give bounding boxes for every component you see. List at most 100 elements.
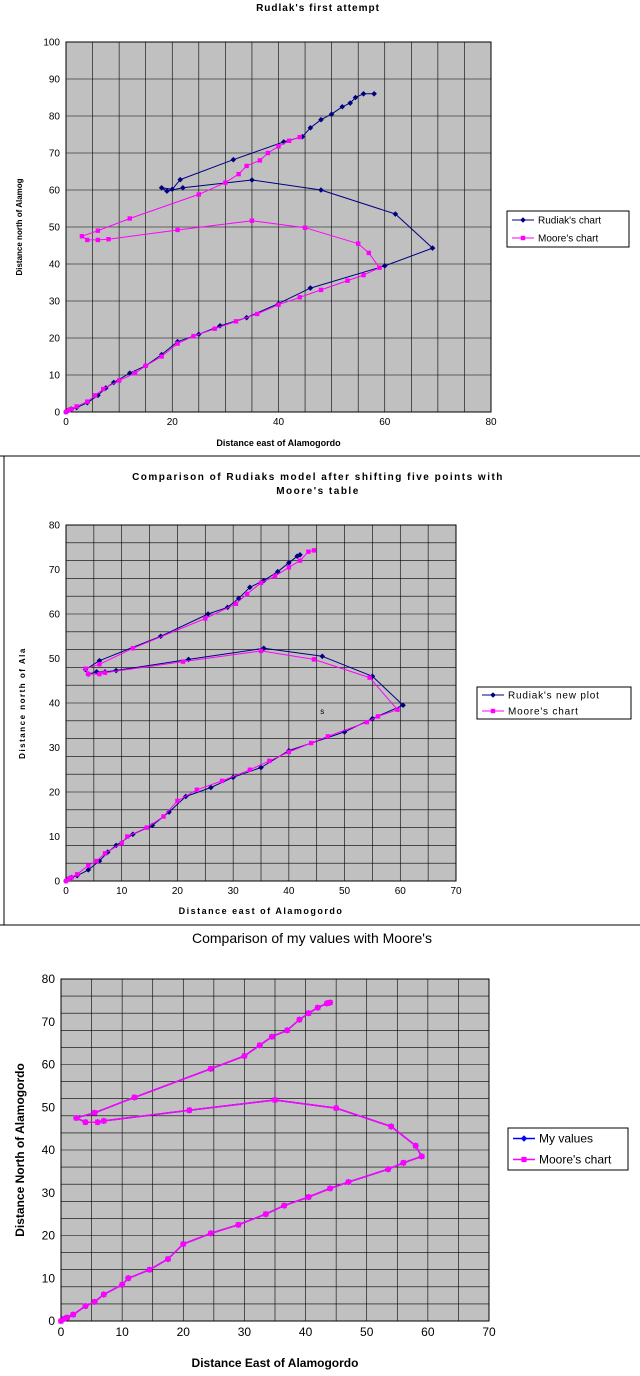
data-point <box>258 580 264 586</box>
data-point <box>203 616 208 621</box>
y-tick-label: 40 <box>49 699 61 710</box>
data-point <box>235 1222 241 1228</box>
data-point <box>258 764 264 771</box>
data-point <box>276 302 281 307</box>
data-point <box>95 237 101 243</box>
data-point <box>324 1000 330 1006</box>
data-point <box>244 591 250 597</box>
data-point <box>208 1066 214 1072</box>
data-point <box>143 363 148 368</box>
data-point <box>392 211 399 217</box>
data-point <box>247 767 253 772</box>
y-tick-label: 50 <box>49 654 61 665</box>
data-point <box>230 156 237 163</box>
x-tick-label: 30 <box>228 886 240 897</box>
x-tick-label: 70 <box>450 886 462 897</box>
data-point <box>185 656 192 663</box>
data-point <box>205 611 211 617</box>
data-point <box>86 863 91 868</box>
data-point <box>106 237 111 242</box>
data-point <box>306 549 311 554</box>
data-point <box>247 584 253 591</box>
data-point <box>111 379 117 386</box>
legend-marker <box>521 1156 527 1163</box>
data-point <box>272 1097 278 1103</box>
data-point <box>63 409 69 415</box>
data-point <box>130 646 136 651</box>
y-axis-label: Distance north of Alamog <box>15 178 24 275</box>
y-tick-label: 50 <box>49 223 61 234</box>
legend: My values Moore's chart <box>507 1127 629 1171</box>
x-tick-label: 20 <box>167 417 179 428</box>
data-point <box>413 1143 419 1149</box>
data-point <box>157 633 164 640</box>
data-point <box>315 1005 321 1011</box>
data-point <box>194 787 200 792</box>
data-point <box>276 144 281 149</box>
data-point <box>180 1241 186 1247</box>
x-tick-label: 60 <box>395 886 407 897</box>
y-tick-label: 10 <box>42 1271 56 1285</box>
data-point <box>116 378 122 383</box>
x-tick-label: 70 <box>482 1325 496 1339</box>
chart-title: Comparison of Rudiaks model after shifti… <box>132 472 504 497</box>
chart-title-line: Moore's table <box>276 486 360 497</box>
data-point <box>361 272 366 278</box>
data-point <box>159 354 164 359</box>
data-point <box>144 825 149 830</box>
x-tick-label: 0 <box>63 886 69 897</box>
data-point <box>102 670 108 675</box>
data-point <box>166 809 172 815</box>
x-tick-label: 20 <box>172 886 184 897</box>
data-point <box>311 657 317 662</box>
y-tick-label: 40 <box>49 260 61 271</box>
data-point <box>100 386 106 392</box>
data-point <box>302 225 308 230</box>
data-point <box>158 184 165 191</box>
data-point <box>180 659 186 664</box>
x-tick-label: 40 <box>299 1325 313 1339</box>
data-point <box>318 287 324 293</box>
data-point <box>212 326 217 331</box>
data-point <box>429 245 436 251</box>
y-tick-label: 70 <box>49 149 61 160</box>
chart-1: 0 20 40 60 80 0 10 20 30 40 50 60 70 80 90 100 Rudlak's … <box>15 3 630 448</box>
data-point <box>223 180 228 185</box>
data-point <box>66 407 71 413</box>
data-point <box>367 675 372 680</box>
data-point <box>101 1291 107 1298</box>
data-point <box>328 111 335 117</box>
y-tick-label: 30 <box>49 297 61 308</box>
data-point <box>119 840 124 846</box>
gridlines <box>61 979 489 1321</box>
data-point <box>308 740 314 746</box>
chart-title-line: Comparison of Rudiaks model after shifti… <box>132 472 504 483</box>
data-point <box>175 227 180 233</box>
data-point <box>161 814 166 819</box>
data-point <box>186 1107 192 1113</box>
data-point <box>297 134 302 140</box>
y-tick-label: 80 <box>42 972 56 986</box>
data-point <box>345 278 350 283</box>
x-tick-label: 10 <box>116 886 128 897</box>
data-point <box>63 878 69 884</box>
y-tick-label: 60 <box>49 610 61 621</box>
data-point <box>260 645 267 652</box>
data-point <box>180 184 186 191</box>
y-tick-label: 20 <box>42 1229 56 1243</box>
data-point <box>119 1282 125 1288</box>
data-point <box>131 1094 137 1101</box>
data-point <box>147 1267 153 1273</box>
data-point <box>388 1123 394 1130</box>
series-b <box>63 134 382 415</box>
data-point <box>297 558 303 563</box>
data-point <box>86 671 91 677</box>
data-point <box>196 192 202 197</box>
data-point <box>113 667 119 674</box>
data-point <box>375 714 381 719</box>
data-point <box>377 265 382 270</box>
data-point <box>83 666 88 671</box>
data-point <box>97 662 102 667</box>
data-point <box>318 116 324 123</box>
